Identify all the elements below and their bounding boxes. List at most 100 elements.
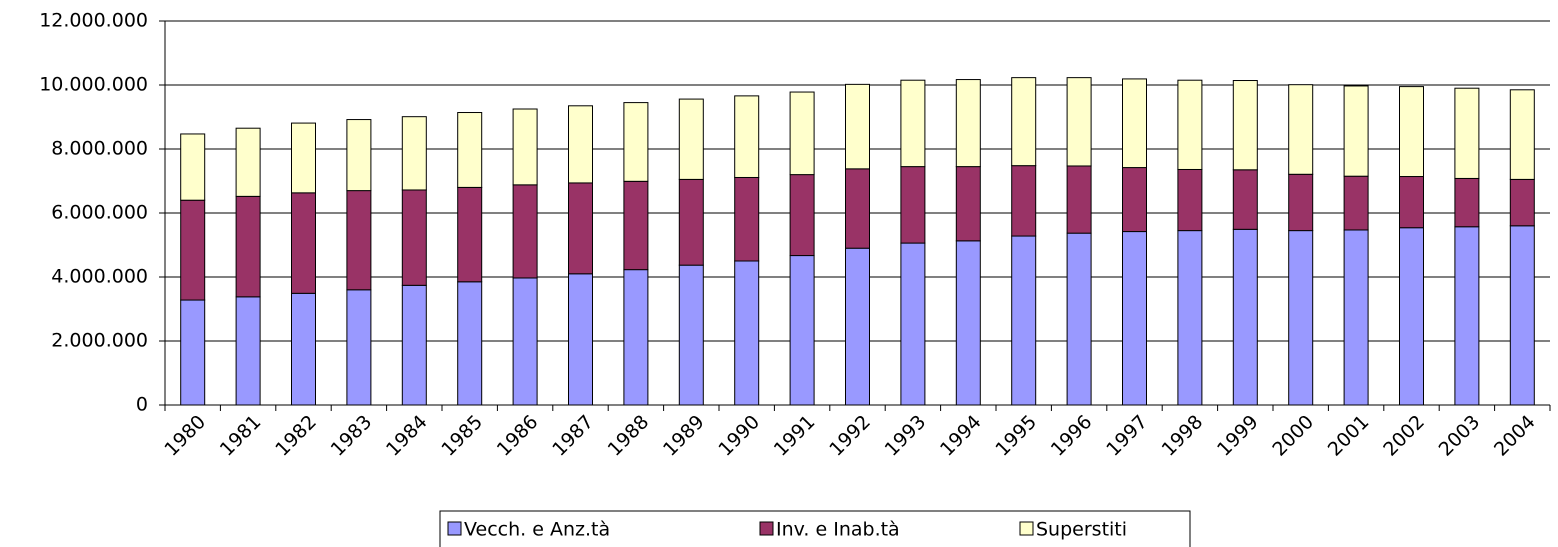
bar-segment	[291, 192, 316, 294]
bar-segment	[1454, 226, 1480, 406]
x-tick-label: 1992	[825, 411, 875, 461]
bar-segment	[1509, 178, 1535, 227]
x-tick-label: 1998	[1158, 411, 1208, 461]
bar-segment	[845, 83, 870, 170]
legend-swatch	[447, 521, 462, 536]
bar-segment	[346, 289, 372, 406]
bar-segment	[734, 260, 760, 406]
x-tick-label: 1981	[216, 411, 266, 461]
x-tick-label: 2000	[1268, 411, 1318, 461]
bar-segment	[180, 299, 206, 406]
bar-segment	[1509, 89, 1535, 180]
bar-segment	[789, 255, 815, 406]
bar-segment	[734, 95, 760, 178]
bar-segment	[1011, 235, 1037, 406]
x-tick-label: 1996	[1047, 411, 1097, 461]
legend-label: Vecch. e Anz.tà	[464, 519, 610, 541]
y-tick-label: 4.000.000	[51, 266, 148, 288]
bar-segment	[1177, 230, 1203, 406]
x-tick-label: 1990	[714, 411, 764, 461]
bar-segment	[457, 186, 483, 283]
bar-segment	[180, 133, 206, 201]
bar-segment	[678, 178, 704, 266]
bar-segment	[568, 273, 593, 406]
bar-segment	[1288, 230, 1314, 406]
bar-segment	[401, 284, 427, 406]
y-tick-label: 10.000.000	[39, 74, 148, 96]
bar-segment	[1066, 232, 1092, 406]
x-tick-label: 1999	[1213, 411, 1263, 461]
bar-segment	[1066, 165, 1092, 234]
bar-segment	[1011, 77, 1037, 167]
bar-segment	[1232, 80, 1258, 171]
bar-segment	[180, 199, 206, 301]
bar-segment	[457, 112, 483, 188]
y-tick-label: 8.000.000	[51, 138, 148, 160]
x-tick-label: 1994	[936, 411, 986, 461]
x-tick-label: 1983	[327, 411, 377, 461]
bar-segment	[1454, 87, 1480, 179]
bar-segment	[623, 102, 649, 182]
x-tick-label: 1995	[991, 411, 1041, 461]
x-tick-label: 2002	[1379, 411, 1429, 461]
bar-segment	[1509, 225, 1535, 406]
bar-segment	[1288, 173, 1314, 232]
y-tick-label: 12.000.000	[39, 10, 148, 32]
x-tick-label: 1993	[881, 411, 931, 461]
bar-segment	[1343, 85, 1369, 177]
bar-segment	[900, 242, 926, 406]
bar-segment	[678, 98, 704, 180]
x-tick-label: 2004	[1490, 411, 1540, 461]
x-tick-label: 1980	[160, 411, 210, 461]
bar-segment	[1343, 175, 1369, 231]
bar-segment	[235, 296, 261, 406]
bar-segment	[1066, 77, 1092, 167]
bar-segment	[291, 292, 316, 406]
bar-segment	[457, 281, 483, 406]
y-tick-label: 6.000.000	[51, 202, 148, 224]
bar-segment	[955, 166, 981, 242]
bar-segment	[678, 264, 704, 406]
x-tick-label: 1991	[770, 411, 820, 461]
bar-segment	[1232, 169, 1258, 230]
bar-segment	[955, 79, 981, 168]
bar-segment	[568, 105, 593, 184]
x-tick-label: 1984	[382, 411, 432, 461]
bar-segment	[1288, 84, 1314, 175]
legend-label: Superstiti	[1036, 519, 1127, 541]
bar-segment	[1232, 228, 1258, 406]
bar-segment	[235, 195, 261, 298]
legend-swatch	[759, 521, 774, 536]
bar-segment	[1122, 231, 1147, 406]
bar-segment	[512, 108, 538, 186]
bar-segment	[1177, 79, 1203, 170]
bar-segment	[789, 91, 815, 176]
bar-segment	[1122, 167, 1147, 233]
x-tick-label: 2001	[1324, 411, 1374, 461]
x-tick-label: 1989	[659, 411, 709, 461]
bar-segment	[1122, 78, 1147, 169]
x-tick-label: 1997	[1102, 411, 1152, 461]
bar-segment	[789, 174, 815, 257]
bar-segment	[568, 182, 593, 275]
bar-segment	[955, 240, 981, 406]
bar-segment	[845, 247, 870, 406]
bar-segment	[623, 269, 649, 406]
x-tick-label: 1982	[271, 411, 321, 461]
bar-segment	[401, 116, 427, 191]
x-tick-label: 1986	[493, 411, 543, 461]
x-tick-label: 1987	[548, 411, 598, 461]
bar-segment	[1399, 176, 1424, 229]
bar-segment	[346, 190, 372, 291]
x-tick-label: 1988	[604, 411, 654, 461]
bar-segment	[512, 184, 538, 279]
bar-segment	[291, 122, 316, 194]
bar-segment	[235, 127, 261, 197]
bar-segment	[401, 189, 427, 286]
bar-segment	[512, 277, 538, 406]
x-tick-label: 2003	[1435, 411, 1485, 461]
bar-segment	[900, 166, 926, 244]
bar-segment	[900, 79, 926, 168]
bar-segment	[1177, 168, 1203, 232]
